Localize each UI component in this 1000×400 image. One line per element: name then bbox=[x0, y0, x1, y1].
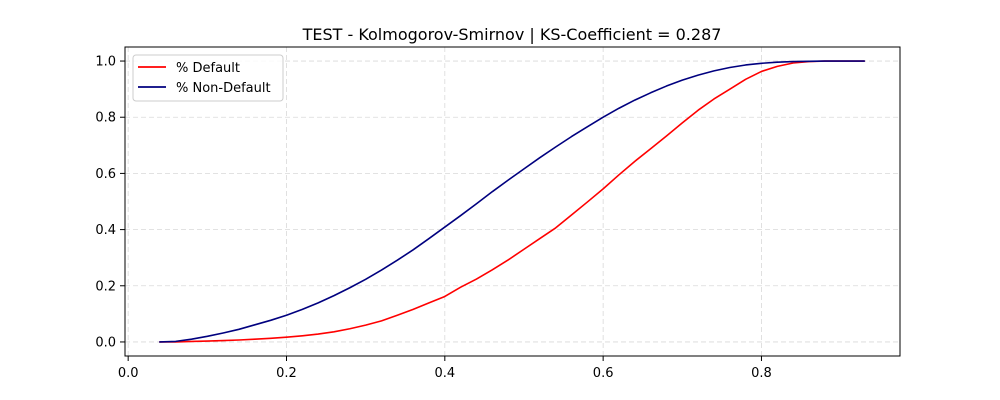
series-line-non-default bbox=[159, 60, 866, 343]
x-tick-label: 0.2 bbox=[276, 366, 297, 381]
y-tick-label: 0.6 bbox=[95, 167, 116, 182]
chart-title: TEST - Kolmogorov-Smirnov | KS-Coefficie… bbox=[302, 25, 722, 44]
y-tick-label: 1.0 bbox=[95, 55, 116, 70]
series-lines bbox=[159, 60, 866, 343]
series-line-default bbox=[159, 60, 866, 343]
legend-label-non-default: % Non-Default bbox=[176, 81, 271, 96]
legend: % Default % Non-Default bbox=[132, 54, 284, 102]
axes-frame bbox=[124, 46, 901, 357]
x-tick-label: 0.0 bbox=[118, 366, 139, 381]
axis-ticks: 0.0 0.2 0.4 0.6 0.8 0.0 0.2 0.4 0.6 0.8 1.0 bbox=[95, 55, 771, 381]
x-tick-label: 0.4 bbox=[434, 366, 455, 381]
x-tick-label: 0.6 bbox=[593, 366, 614, 381]
y-tick-label: 0.4 bbox=[95, 223, 116, 238]
y-tick-label: 0.8 bbox=[95, 111, 116, 126]
y-tick-label: 0.2 bbox=[95, 279, 116, 294]
y-tick-label: 0.0 bbox=[95, 335, 116, 350]
legend-label-default: % Default bbox=[176, 61, 240, 76]
legend-box bbox=[132, 54, 284, 102]
x-tick-label: 0.8 bbox=[751, 366, 772, 381]
